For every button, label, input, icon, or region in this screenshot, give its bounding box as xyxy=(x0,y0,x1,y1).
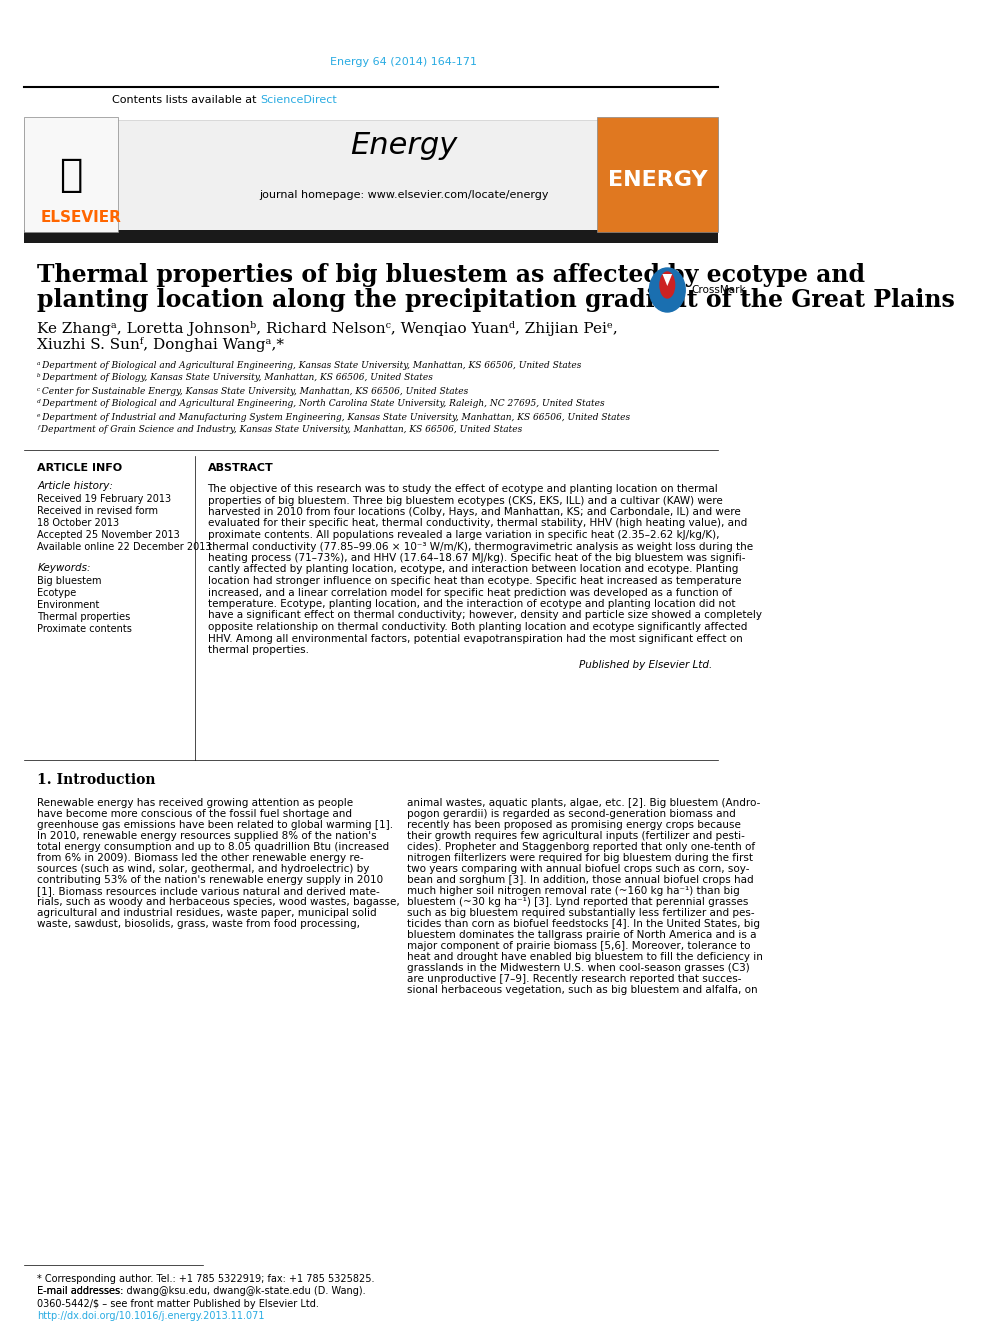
Polygon shape xyxy=(663,274,673,286)
Text: sional herbaceous vegetation, such as big bluestem and alfalfa, on: sional herbaceous vegetation, such as bi… xyxy=(407,986,758,995)
Text: heating process (71–73%), and HHV (17.64–18.67 MJ/kg). Specific heat of the big : heating process (71–73%), and HHV (17.64… xyxy=(207,553,745,564)
Text: 18 October 2013: 18 October 2013 xyxy=(38,519,120,528)
Text: Ecotype: Ecotype xyxy=(38,587,76,598)
Text: Thermal properties: Thermal properties xyxy=(38,613,131,622)
Text: their growth requires few agricultural inputs (fertilizer and pesti-: their growth requires few agricultural i… xyxy=(407,831,745,841)
Text: Big bluestem: Big bluestem xyxy=(38,576,102,586)
Text: E-mail addresses: dwang@ksu.edu, dwang@k-state.edu (D. Wang).: E-mail addresses: dwang@ksu.edu, dwang@k… xyxy=(38,1286,366,1297)
Text: Thermal properties of big bluestem as affected by ecotype and: Thermal properties of big bluestem as af… xyxy=(38,263,865,287)
Text: cides). Propheter and Staggenborg reported that only one-tenth of: cides). Propheter and Staggenborg report… xyxy=(407,841,755,852)
Text: Xiuzhi S. Sunᶠ, Donghai Wangᵃ,*: Xiuzhi S. Sunᶠ, Donghai Wangᵃ,* xyxy=(38,337,285,352)
Text: harvested in 2010 from four locations (Colby, Hays, and Manhattan, KS; and Carbo: harvested in 2010 from four locations (C… xyxy=(207,507,740,517)
Text: ᶠ Department of Grain Science and Industry, Kansas State University, Manhattan, : ᶠ Department of Grain Science and Indust… xyxy=(38,426,523,434)
FancyBboxPatch shape xyxy=(25,230,718,243)
Text: thermal conductivity (77.85–99.06 × 10⁻³ W/m/K), thermogravimetric analysis as w: thermal conductivity (77.85–99.06 × 10⁻³… xyxy=(207,541,753,552)
Text: http://dx.doi.org/10.1016/j.energy.2013.11.071: http://dx.doi.org/10.1016/j.energy.2013.… xyxy=(38,1311,265,1320)
Text: animal wastes, aquatic plants, algae, etc. [2]. Big bluestem (Andro-: animal wastes, aquatic plants, algae, et… xyxy=(407,798,760,808)
Text: are unproductive [7–9]. Recently research reported that succes-: are unproductive [7–9]. Recently researc… xyxy=(407,974,741,984)
Text: ARTICLE INFO: ARTICLE INFO xyxy=(38,463,123,474)
Text: Received in revised form: Received in revised form xyxy=(38,505,159,516)
FancyBboxPatch shape xyxy=(25,120,718,230)
Text: evaluated for their specific heat, thermal conductivity, thermal stability, HHV : evaluated for their specific heat, therm… xyxy=(207,519,747,528)
Text: Environment: Environment xyxy=(38,601,100,610)
Text: ᵃ Department of Biological and Agricultural Engineering, Kansas State University: ᵃ Department of Biological and Agricultu… xyxy=(38,360,582,369)
Text: Contents lists available at: Contents lists available at xyxy=(112,95,261,105)
Text: bluestem (~30 kg ha⁻¹) [3]. Lynd reported that perennial grasses: bluestem (~30 kg ha⁻¹) [3]. Lynd reporte… xyxy=(407,897,748,908)
Ellipse shape xyxy=(660,273,675,298)
Text: have a significant effect on thermal conductivity; however, density and particle: have a significant effect on thermal con… xyxy=(207,610,762,620)
Text: nitrogen filterlizers were required for big bluestem during the first: nitrogen filterlizers were required for … xyxy=(407,853,753,863)
Text: [1]. Biomass resources include various natural and derived mate-: [1]. Biomass resources include various n… xyxy=(38,886,380,896)
Text: HHV. Among all environmental factors, potential evapotranspiration had the most : HHV. Among all environmental factors, po… xyxy=(207,634,742,643)
Text: properties of big bluestem. Three big bluestem ecotypes (CKS, EKS, ILL) and a cu: properties of big bluestem. Three big bl… xyxy=(207,496,722,505)
Text: Energy 64 (2014) 164-171: Energy 64 (2014) 164-171 xyxy=(330,57,477,67)
Text: Ke Zhangᵃ, Loretta Johnsonᵇ, Richard Nelsonᶜ, Wenqiao Yuanᵈ, Zhijian Peiᵉ,: Ke Zhangᵃ, Loretta Johnsonᵇ, Richard Nel… xyxy=(38,320,618,336)
Text: Article history:: Article history: xyxy=(38,482,113,491)
Text: such as big bluestem required substantially less fertilizer and pes-: such as big bluestem required substantia… xyxy=(407,908,755,918)
Text: The objective of this research was to study the effect of ecotype and planting l: The objective of this research was to st… xyxy=(207,484,718,493)
Text: In 2010, renewable energy resources supplied 8% of the nation's: In 2010, renewable energy resources supp… xyxy=(38,831,377,841)
Text: bean and sorghum [3]. In addition, those annual biofuel crops had: bean and sorghum [3]. In addition, those… xyxy=(407,875,754,885)
Text: much higher soil nitrogen removal rate (~160 kg ha⁻¹) than big: much higher soil nitrogen removal rate (… xyxy=(407,886,740,896)
Text: rials, such as woody and herbaceous species, wood wastes, bagasse,: rials, such as woody and herbaceous spec… xyxy=(38,897,400,908)
Text: from 6% in 2009). Biomass led the other renewable energy re-: from 6% in 2009). Biomass led the other … xyxy=(38,853,364,863)
Text: ENERGY: ENERGY xyxy=(608,169,707,191)
Text: bluestem dominates the tallgrass prairie of North America and is a: bluestem dominates the tallgrass prairie… xyxy=(407,930,756,941)
Text: temperature. Ecotype, planting location, and the interaction of ecotype and plan: temperature. Ecotype, planting location,… xyxy=(207,599,735,609)
Text: ᶜ Center for Sustainable Energy, Kansas State University, Manhattan, KS 66506, U: ᶜ Center for Sustainable Energy, Kansas … xyxy=(38,386,468,396)
Circle shape xyxy=(650,269,685,312)
Text: 1. Introduction: 1. Introduction xyxy=(38,773,156,787)
Text: ScienceDirect: ScienceDirect xyxy=(261,95,337,105)
Text: CrossMark: CrossMark xyxy=(691,284,746,295)
Text: ᵈ Department of Biological and Agricultural Engineering, North Carolina State Un: ᵈ Department of Biological and Agricultu… xyxy=(38,400,605,409)
Text: sources (such as wind, solar, geothermal, and hydroelectric) by: sources (such as wind, solar, geothermal… xyxy=(38,864,370,875)
Text: Energy: Energy xyxy=(350,131,457,160)
Text: greenhouse gas emissions have been related to global warming [1].: greenhouse gas emissions have been relat… xyxy=(38,820,394,830)
Text: proximate contents. All populations revealed a large variation in specific heat : proximate contents. All populations reve… xyxy=(207,531,719,540)
Text: cantly affected by planting location, ecotype, and interaction between location : cantly affected by planting location, ec… xyxy=(207,565,738,574)
Text: two years comparing with annual biofuel crops such as corn, soy-: two years comparing with annual biofuel … xyxy=(407,864,749,875)
FancyBboxPatch shape xyxy=(597,116,718,232)
Text: ELSEVIER: ELSEVIER xyxy=(41,210,122,225)
Text: recently has been proposed as promising energy crops because: recently has been proposed as promising … xyxy=(407,820,741,830)
Text: Published by Elsevier Ltd.: Published by Elsevier Ltd. xyxy=(578,659,712,669)
Text: Accepted 25 November 2013: Accepted 25 November 2013 xyxy=(38,531,181,540)
Text: waste, sawdust, biosolids, grass, waste from food processing,: waste, sawdust, biosolids, grass, waste … xyxy=(38,919,360,929)
Text: increased, and a linear correlation model for specific heat prediction was devel: increased, and a linear correlation mode… xyxy=(207,587,731,598)
Text: major component of prairie biomass [5,6]. Moreover, tolerance to: major component of prairie biomass [5,6]… xyxy=(407,941,750,951)
Text: ᵉ Department of Industrial and Manufacturing System Engineering, Kansas State Un: ᵉ Department of Industrial and Manufactu… xyxy=(38,413,631,422)
FancyBboxPatch shape xyxy=(25,116,118,232)
Text: Renewable energy has received growing attention as people: Renewable energy has received growing at… xyxy=(38,798,353,808)
Text: * Corresponding author. Tel.: +1 785 5322919; fax: +1 785 5325825.: * Corresponding author. Tel.: +1 785 532… xyxy=(38,1274,375,1285)
Text: contributing 53% of the nation's renewable energy supply in 2010: contributing 53% of the nation's renewab… xyxy=(38,875,384,885)
Text: location had stronger influence on specific heat than ecotype. Specific heat inc: location had stronger influence on speci… xyxy=(207,576,741,586)
Text: planting location along the precipitation gradient of the Great Plains: planting location along the precipitatio… xyxy=(38,288,955,312)
Text: heat and drought have enabled big bluestem to fill the deficiency in: heat and drought have enabled big bluest… xyxy=(407,953,763,962)
Text: 0360-5442/$ – see front matter Published by Elsevier Ltd.: 0360-5442/$ – see front matter Published… xyxy=(38,1299,319,1308)
Text: grasslands in the Midwestern U.S. when cool-season grasses (C3): grasslands in the Midwestern U.S. when c… xyxy=(407,963,750,972)
Text: Received 19 February 2013: Received 19 February 2013 xyxy=(38,493,172,504)
Text: total energy consumption and up to 8.05 quadrillion Btu (increased: total energy consumption and up to 8.05 … xyxy=(38,841,390,852)
Text: E-mail addresses:: E-mail addresses: xyxy=(38,1286,127,1297)
Text: journal homepage: www.elsevier.com/locate/energy: journal homepage: www.elsevier.com/locat… xyxy=(259,191,549,200)
Text: ᵇ Department of Biology, Kansas State University, Manhattan, KS 66506, United St: ᵇ Department of Biology, Kansas State Un… xyxy=(38,373,434,382)
Text: pogon gerardii) is regarded as second-generation biomass and: pogon gerardii) is regarded as second-ge… xyxy=(407,808,736,819)
Text: agricultural and industrial residues, waste paper, municipal solid: agricultural and industrial residues, wa… xyxy=(38,908,377,918)
Text: opposite relationship on thermal conductivity. Both planting location and ecotyp: opposite relationship on thermal conduct… xyxy=(207,622,747,632)
Text: Proximate contents: Proximate contents xyxy=(38,624,132,634)
Text: thermal properties.: thermal properties. xyxy=(207,646,309,655)
Text: Keywords:: Keywords: xyxy=(38,564,91,573)
Text: 🌳: 🌳 xyxy=(60,156,82,194)
Text: have become more conscious of the fossil fuel shortage and: have become more conscious of the fossil… xyxy=(38,808,352,819)
Text: ABSTRACT: ABSTRACT xyxy=(207,463,273,474)
Text: Available online 22 December 2013: Available online 22 December 2013 xyxy=(38,542,212,552)
Text: ticides than corn as biofuel feedstocks [4]. In the United States, big: ticides than corn as biofuel feedstocks … xyxy=(407,919,760,929)
